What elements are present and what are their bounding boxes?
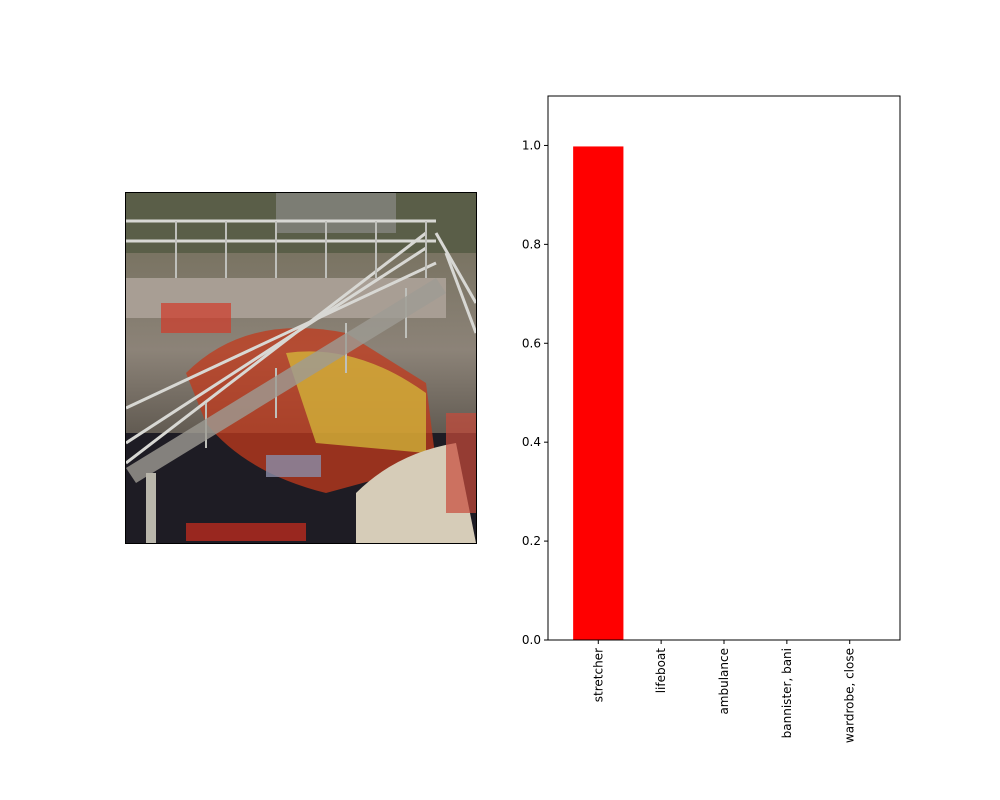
bar-0 xyxy=(573,146,624,640)
y-tick-label-4: 0.8 xyxy=(522,237,541,251)
y-tick-label-2: 0.4 xyxy=(522,435,541,449)
x-tick-label-3: bannister, bani xyxy=(780,648,794,738)
y-tick-label-1: 0.2 xyxy=(522,534,541,548)
plot-frame xyxy=(547,95,901,641)
x-tick-label-2: ambulance xyxy=(717,648,731,715)
y-tick-label-5: 1.0 xyxy=(522,138,541,152)
input-image xyxy=(125,192,477,544)
x-tick-label-4: wardrobe, close xyxy=(843,648,857,743)
staircase-composite-image xyxy=(126,193,476,543)
y-tick-label-0: 0.0 xyxy=(522,633,541,647)
x-tick-label-0: stretcher xyxy=(591,648,605,702)
x-tick-label-1: lifeboat xyxy=(654,648,668,694)
y-tick-label-3: 0.6 xyxy=(522,336,541,350)
